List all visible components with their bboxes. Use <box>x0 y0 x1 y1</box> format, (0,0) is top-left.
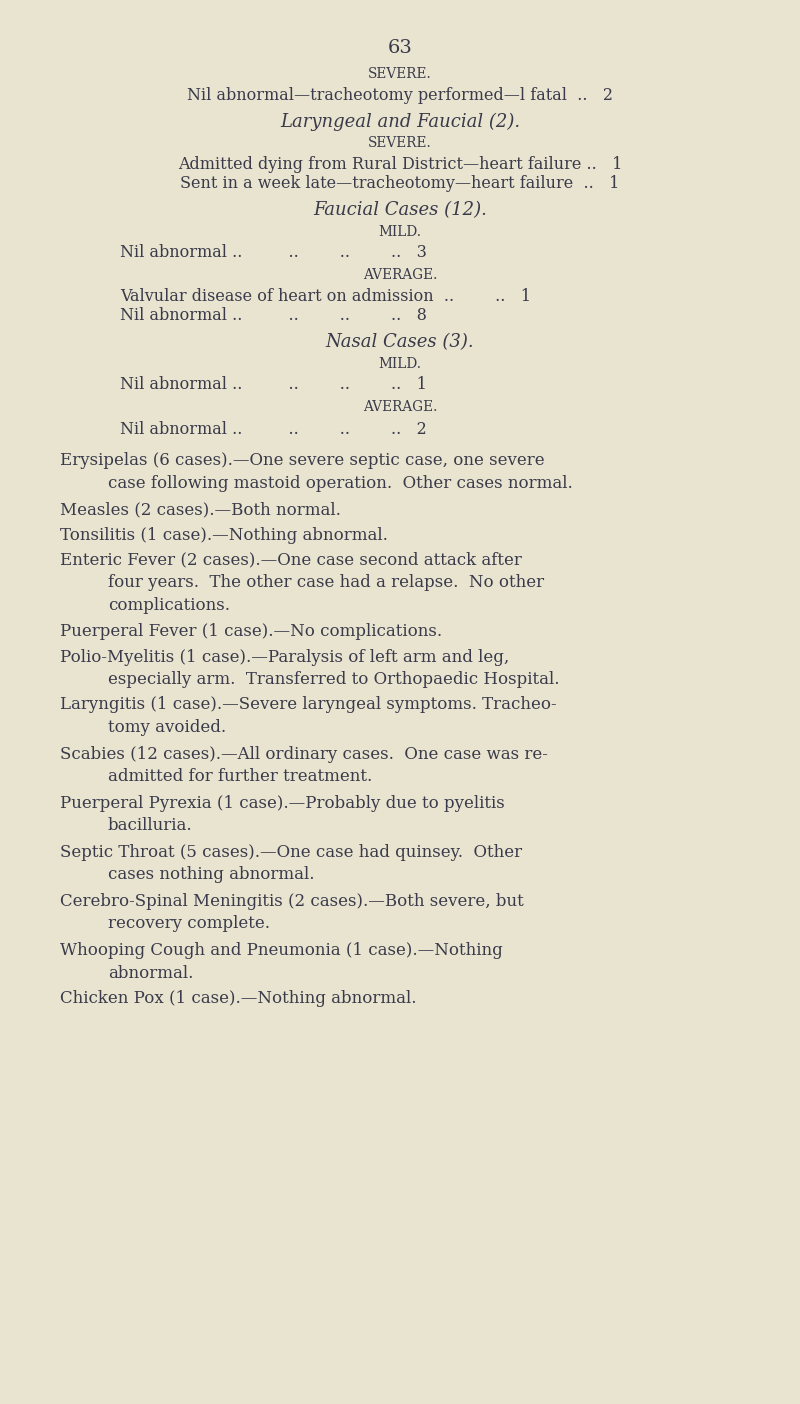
Text: Sent in a week late—tracheotomy—heart failure  ..   1: Sent in a week late—tracheotomy—heart fa… <box>180 176 620 192</box>
Text: especially arm.  Transferred to Orthopaedic Hospital.: especially arm. Transferred to Orthopaed… <box>108 671 559 688</box>
Text: AVERAGE.: AVERAGE. <box>363 400 437 414</box>
Text: Polio-Myelitis (1 case).—Paralysis of left arm and leg,: Polio-Myelitis (1 case).—Paralysis of le… <box>60 649 510 665</box>
Text: Erysipelas (6 cases).—One severe septic case, one severe: Erysipelas (6 cases).—One severe septic … <box>60 452 545 469</box>
Text: Whooping Cough and Pneumonia (1 case).—Nothing: Whooping Cough and Pneumonia (1 case).—N… <box>60 942 502 959</box>
Text: Laryngeal and Faucial (2).: Laryngeal and Faucial (2). <box>280 112 520 131</box>
Text: Septic Throat (5 cases).—One case had quinsey.  Other: Septic Throat (5 cases).—One case had qu… <box>60 844 522 861</box>
Text: case following mastoid operation.  Other cases normal.: case following mastoid operation. Other … <box>108 475 573 491</box>
Text: recovery complete.: recovery complete. <box>108 915 270 932</box>
Text: complications.: complications. <box>108 597 230 614</box>
Text: Laryngitis (1 case).—Severe laryngeal symptoms. Tracheo-: Laryngitis (1 case).—Severe laryngeal sy… <box>60 696 557 713</box>
Text: bacilluria.: bacilluria. <box>108 817 193 834</box>
Text: Nasal Cases (3).: Nasal Cases (3). <box>326 333 474 351</box>
Text: Valvular disease of heart on admission  ..        ..   1: Valvular disease of heart on admission .… <box>120 288 531 305</box>
Text: Admitted dying from Rural District—heart failure ..   1: Admitted dying from Rural District—heart… <box>178 156 622 173</box>
Text: 63: 63 <box>387 39 413 58</box>
Text: four years.  The other case had a relapse.  No other: four years. The other case had a relapse… <box>108 574 544 591</box>
Text: Nil abnormal ..         ..        ..        ..   2: Nil abnormal .. .. .. .. 2 <box>120 421 426 438</box>
Text: Cerebro-Spinal Meningitis (2 cases).—Both severe, but: Cerebro-Spinal Meningitis (2 cases).—Bot… <box>60 893 524 910</box>
Text: Enteric Fever (2 cases).—One case second attack after: Enteric Fever (2 cases).—One case second… <box>60 552 522 569</box>
Text: Tonsilitis (1 case).—Nothing abnormal.: Tonsilitis (1 case).—Nothing abnormal. <box>60 526 388 543</box>
Text: Puerperal Pyrexia (1 case).—Probably due to pyelitis: Puerperal Pyrexia (1 case).—Probably due… <box>60 795 505 812</box>
Text: Chicken Pox (1 case).—Nothing abnormal.: Chicken Pox (1 case).—Nothing abnormal. <box>60 990 417 1007</box>
Text: MILD.: MILD. <box>378 357 422 371</box>
Text: Faucial Cases (12).: Faucial Cases (12). <box>313 201 487 219</box>
Text: Nil abnormal ..         ..        ..        ..   3: Nil abnormal .. .. .. .. 3 <box>120 244 427 261</box>
Text: Puerperal Fever (1 case).—No complications.: Puerperal Fever (1 case).—No complicatio… <box>60 623 442 640</box>
Text: Nil abnormal ..         ..        ..        ..   8: Nil abnormal .. .. .. .. 8 <box>120 307 427 324</box>
Text: SEVERE.: SEVERE. <box>368 67 432 81</box>
Text: SEVERE.: SEVERE. <box>368 136 432 150</box>
Text: Scabies (12 cases).—All ordinary cases.  One case was re-: Scabies (12 cases).—All ordinary cases. … <box>60 746 548 762</box>
Text: MILD.: MILD. <box>378 225 422 239</box>
Text: Measles (2 cases).—Both normal.: Measles (2 cases).—Both normal. <box>60 501 341 518</box>
Text: admitted for further treatment.: admitted for further treatment. <box>108 768 372 785</box>
Text: abnormal.: abnormal. <box>108 965 194 981</box>
Text: tomy avoided.: tomy avoided. <box>108 719 226 736</box>
Text: cases nothing abnormal.: cases nothing abnormal. <box>108 866 314 883</box>
Text: Nil abnormal ..         ..        ..        ..   1: Nil abnormal .. .. .. .. 1 <box>120 376 427 393</box>
Text: AVERAGE.: AVERAGE. <box>363 268 437 282</box>
Text: Nil abnormal—tracheotomy performed—l fatal  ..   2: Nil abnormal—tracheotomy performed—l fat… <box>187 87 613 104</box>
